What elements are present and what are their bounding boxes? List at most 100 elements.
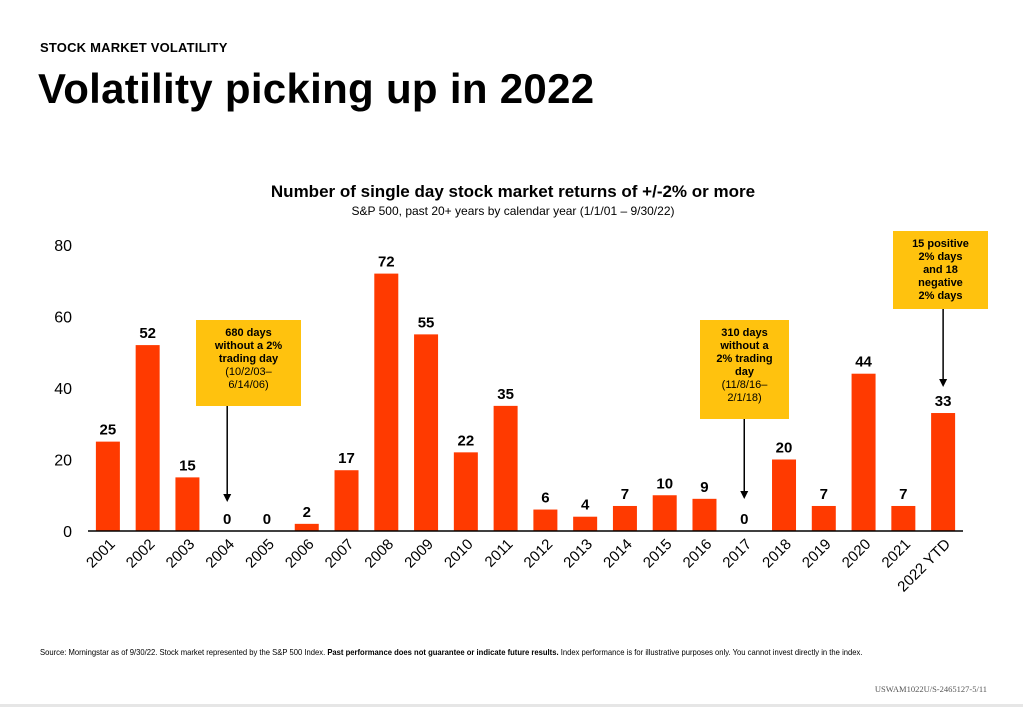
- x-tick-label: 2006: [282, 536, 318, 572]
- bar: [334, 470, 359, 531]
- y-axis: 0 20 40 60 80: [54, 238, 72, 541]
- bar-value-label: 25: [100, 422, 117, 439]
- bar-value-label: 9: [700, 479, 708, 496]
- bar: [931, 413, 956, 531]
- value-labels: 25 52 15 0 0 2 17 72 55 22 35 6 4 7 10 9 0 20 7 44 7 33: [100, 254, 952, 528]
- callout-box: [893, 231, 988, 309]
- x-tick-label: 2004: [202, 536, 238, 572]
- bar: [493, 405, 518, 531]
- bar-value-label: 33: [935, 393, 952, 410]
- document-code: USWAM1022U/S-2465127-5/11: [874, 684, 987, 694]
- y-tick-label: 0: [63, 524, 72, 541]
- bar-value-label: 7: [899, 486, 907, 503]
- x-tick-label: 2018: [759, 536, 795, 572]
- arrow-head-icon: [939, 379, 948, 387]
- bar: [294, 523, 319, 531]
- bar-value-label: 35: [497, 386, 514, 403]
- source-footnote: Source: Morningstar as of 9/30/22. Stock…: [40, 647, 862, 657]
- y-tick-label: 20: [54, 453, 72, 470]
- y-tick-label: 60: [54, 310, 72, 327]
- bar: [851, 373, 876, 531]
- callout-box: [700, 320, 789, 419]
- callout-subtext: 6/14/06): [228, 379, 268, 391]
- callout-text: 2% trading: [716, 353, 772, 365]
- bar: [95, 441, 120, 531]
- bar: [811, 505, 836, 531]
- x-tick-label: 2009: [401, 536, 437, 572]
- chart-title: Number of single day stock market return…: [271, 182, 755, 201]
- x-tick-label: 2001: [83, 536, 119, 572]
- bar-value-label: 17: [338, 450, 355, 467]
- callout-text: 680 days: [225, 327, 271, 339]
- callout-box: [196, 320, 301, 406]
- callout-subtext: 2/1/18): [727, 392, 761, 404]
- bar-value-label: 52: [139, 325, 156, 342]
- callout-text: negative: [918, 277, 963, 289]
- bar: [573, 516, 598, 531]
- x-tick-label: 2010: [441, 536, 477, 572]
- bar: [175, 477, 200, 531]
- x-tick-label: 2007: [322, 536, 358, 572]
- callout-text: 15 positive: [912, 238, 969, 250]
- x-tick-label: 2021: [879, 536, 915, 572]
- x-tick-label: 2003: [163, 536, 199, 572]
- x-tick-label: 2013: [560, 536, 596, 572]
- chart-subtitle: S&P 500, past 20+ years by calendar year…: [352, 204, 675, 218]
- bar: [453, 452, 478, 531]
- bar-value-label: 22: [457, 432, 474, 449]
- arrow-head-icon: [223, 494, 232, 502]
- bars: [95, 273, 956, 531]
- x-tick-label: 2012: [521, 536, 557, 572]
- x-tick-label: 2019: [799, 536, 835, 572]
- x-tick-label: 2015: [640, 536, 676, 572]
- bar-value-label: 15: [179, 457, 196, 474]
- callout-subtext: (11/8/16–: [722, 379, 769, 391]
- x-tick-label: 2002: [123, 536, 159, 572]
- x-tick-label: 2020: [839, 536, 875, 572]
- bar-value-label: 0: [263, 511, 271, 528]
- bar-value-label: 4: [581, 497, 590, 514]
- x-tick-label: 2014: [600, 536, 636, 572]
- bar-value-label: 0: [223, 511, 231, 528]
- callout-text: 2% days: [918, 251, 962, 263]
- bar-value-label: 20: [776, 440, 793, 457]
- eyebrow-label: STOCK MARKET VOLATILITY: [40, 40, 228, 55]
- bar: [891, 505, 916, 531]
- bar-value-label: 0: [740, 511, 748, 528]
- bar: [652, 495, 677, 531]
- bar-value-label: 6: [541, 490, 549, 507]
- bar: [374, 273, 399, 531]
- callout-text: without a: [719, 340, 769, 352]
- callout-text: day: [735, 366, 755, 378]
- bar: [692, 498, 717, 531]
- x-tick-label: 2017: [719, 536, 755, 572]
- page-title: Volatility picking up in 2022: [38, 65, 595, 112]
- bar-value-label: 72: [378, 254, 395, 271]
- x-tick-label: 2016: [680, 536, 716, 572]
- bar: [135, 345, 160, 531]
- x-tick-label: 2008: [362, 536, 398, 572]
- bar-value-label: 7: [621, 486, 629, 503]
- callout-text: 310 days: [721, 327, 767, 339]
- y-tick-label: 80: [54, 238, 72, 255]
- callout-text: without a 2%: [214, 340, 282, 352]
- footnote-disclaimer: Past performance does not guarantee or i…: [327, 647, 559, 657]
- callout-text: trading day: [219, 353, 279, 365]
- bar-value-label: 55: [418, 314, 435, 331]
- bar-value-label: 7: [820, 486, 828, 503]
- bar: [612, 505, 637, 531]
- bar: [533, 509, 558, 531]
- callout-text: 2% days: [918, 290, 962, 302]
- footnote-text: Source: Morningstar as of 9/30/22. Stock…: [40, 647, 328, 657]
- callout-text: and 18: [923, 264, 958, 276]
- arrow-head-icon: [740, 491, 749, 499]
- x-axis: 2001 2002 2003 2004 2005 2006 2007 2008 2009 2010…: [83, 536, 954, 596]
- bar-value-label: 2: [303, 504, 311, 521]
- bar-value-label: 44: [855, 354, 872, 371]
- x-tick-label: 2005: [242, 536, 278, 572]
- x-tick-label: 2011: [482, 536, 517, 571]
